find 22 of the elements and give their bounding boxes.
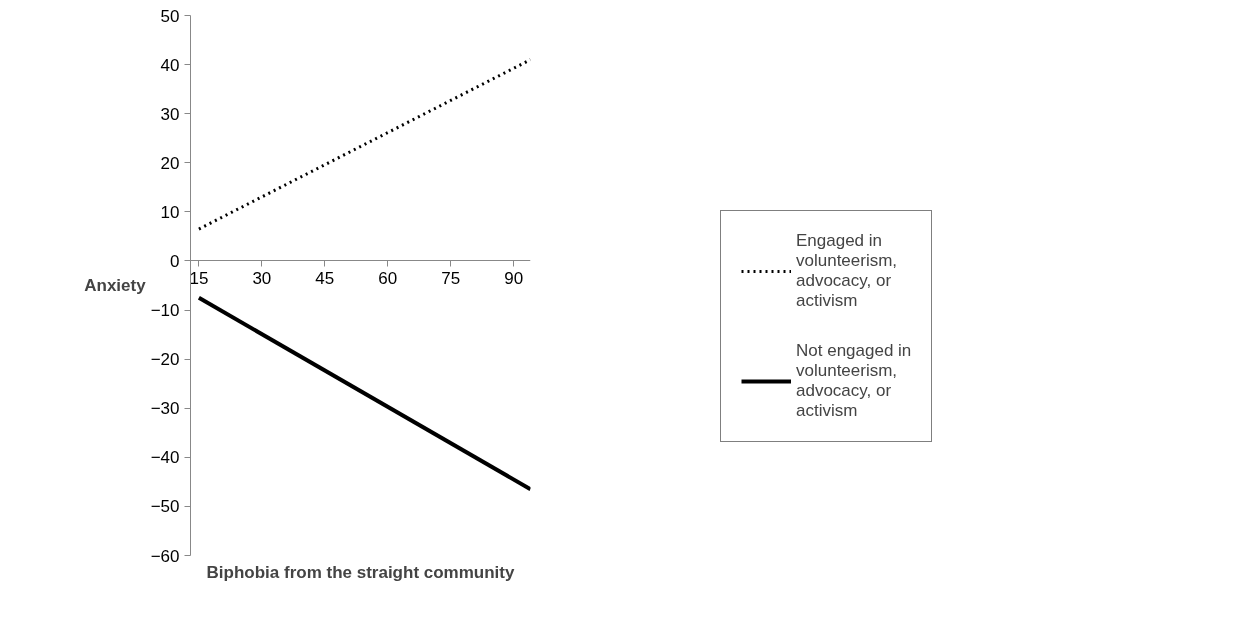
y-tick-label: −20 [150,350,180,370]
y-tick-label: −60 [150,546,180,566]
y-tick-label: −50 [150,497,180,517]
x-tick-label: 30 [252,268,272,288]
x-tick-label: 15 [189,268,209,288]
y-tick-label: −10 [150,301,180,321]
y-tick-label: 20 [160,153,180,173]
x-tick-label: 90 [504,268,524,288]
x-tick-label: 75 [441,268,461,288]
y-tick-label: 30 [160,104,180,124]
x-axis-title: Biphobia from the straight community [206,562,515,582]
y-tick-label: 0 [170,251,180,271]
legend-label: Not engaged in volunteerism, advocacy, or activism [796,341,912,421]
x-tick-label: 60 [378,268,398,288]
y-tick-label: 50 [160,6,180,26]
y-tick-label: 40 [160,55,180,75]
x-tick-label: 45 [315,268,335,288]
legend-label: Engaged in volunteerism, advocacy, or activism [796,231,898,311]
y-tick-label: −30 [150,399,180,419]
y-axis-title: Anxiety [84,276,147,295]
y-tick-label: 10 [160,202,180,222]
y-tick-label: −40 [150,448,180,468]
